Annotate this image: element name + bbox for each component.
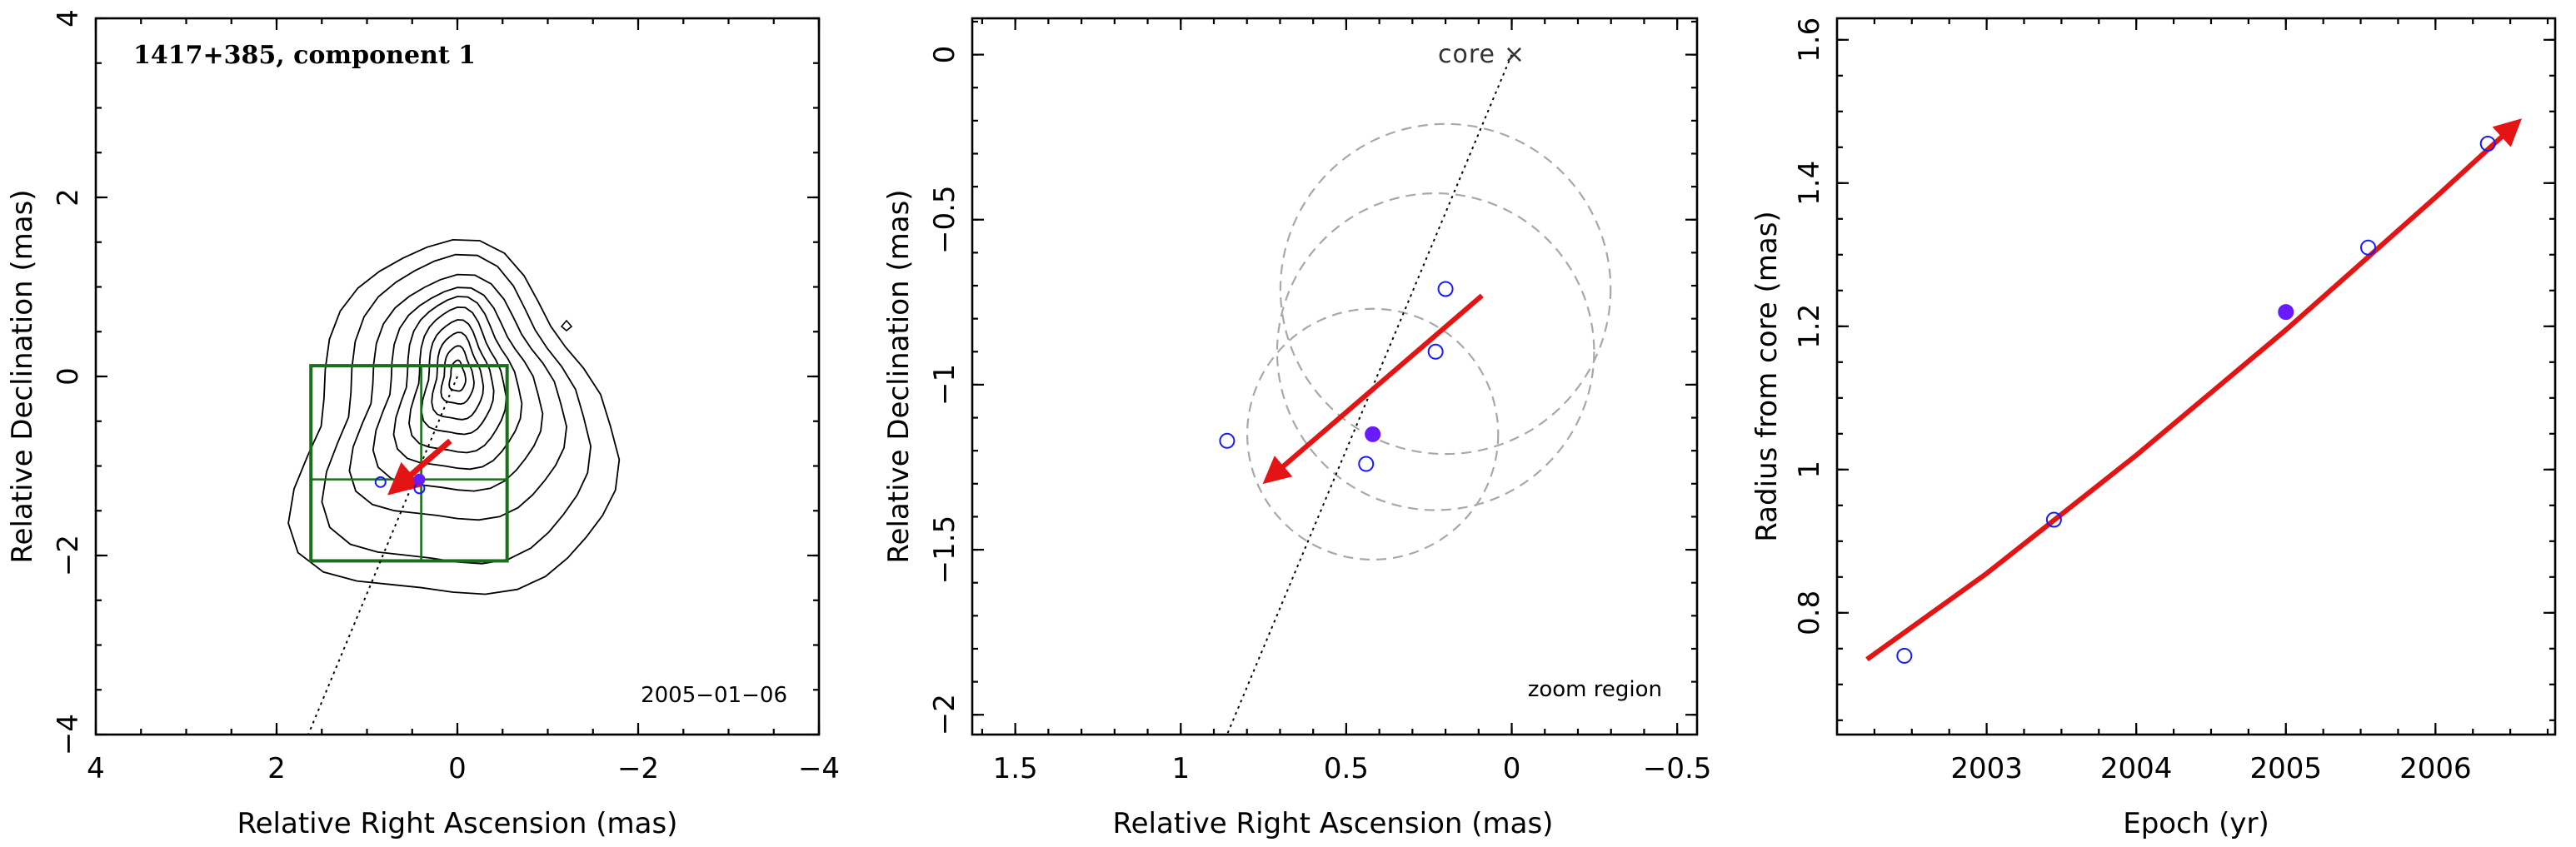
y-tick-label: 1.6 bbox=[1793, 17, 1826, 62]
x-tick-label: 1 bbox=[1171, 752, 1190, 785]
open-point bbox=[1439, 282, 1453, 296]
panel-left: 4 2 0 −2 −4 −4 −2 0 2 4 1417+385, component 1 200… bbox=[6, 9, 840, 840]
contour bbox=[441, 346, 474, 404]
ticks-right: 2003 2004 2005 2006 0.8 1 1.2 1.4 1.6 bbox=[1793, 17, 2555, 785]
filled-point bbox=[1365, 427, 1380, 441]
y-tick-label: −4 bbox=[52, 714, 85, 755]
y-tick-label: 1 bbox=[1793, 461, 1826, 479]
filled-point bbox=[2279, 305, 2293, 319]
plot-frame-middle bbox=[972, 18, 1697, 735]
contour bbox=[322, 255, 591, 564]
x-tick-label: 2 bbox=[267, 752, 286, 785]
component-points bbox=[1220, 282, 1452, 471]
x-tick-label: 0 bbox=[1503, 752, 1521, 785]
core-label: core bbox=[1438, 40, 1495, 69]
contour bbox=[373, 287, 543, 491]
x-axis-label-right: Epoch (yr) bbox=[2123, 807, 2269, 840]
y-tick-label: 0 bbox=[52, 367, 85, 386]
ticks-middle: 1.5 1 0.5 0 −0.5 −2 −1.5 −1 −0.5 0 bbox=[928, 18, 1711, 785]
x-axis-label-left: Relative Right Ascension (mas) bbox=[237, 807, 678, 840]
x-tick-label: −0.5 bbox=[1643, 752, 1712, 785]
x-tick-label: 2005 bbox=[2249, 752, 2322, 785]
contour bbox=[394, 296, 522, 469]
y-axis-label-middle: Relative Declination (mas) bbox=[882, 189, 916, 563]
open-point bbox=[1359, 457, 1373, 471]
y-tick-label: −2 bbox=[52, 535, 85, 576]
y-tick-label: −1.5 bbox=[928, 516, 961, 585]
x-tick-label: −4 bbox=[798, 752, 840, 785]
zoom-box bbox=[311, 366, 507, 561]
y-tick-label: 1.2 bbox=[1793, 304, 1826, 349]
y-tick-label: −1 bbox=[928, 364, 961, 406]
x-tick-label: 0 bbox=[448, 752, 467, 785]
filled-point bbox=[414, 475, 424, 485]
y-tick-label: −2 bbox=[928, 694, 961, 735]
radius-points bbox=[1897, 137, 2494, 663]
panel-right: 2003 2004 2005 2006 0.8 1 1.2 1.4 1.6 Epoch (yr)… bbox=[1750, 17, 2555, 840]
y-tick-label: 0 bbox=[928, 46, 961, 64]
contour bbox=[349, 275, 567, 521]
motion-arrow bbox=[1267, 296, 1482, 481]
y-tick-label: 0.8 bbox=[1793, 590, 1826, 635]
zoom-region-label: zoom region bbox=[1528, 677, 1662, 702]
x-tick-label: 2006 bbox=[2399, 752, 2472, 785]
open-point bbox=[1220, 434, 1234, 448]
x-tick-label: −2 bbox=[617, 752, 659, 785]
open-point bbox=[1429, 345, 1443, 359]
open-point bbox=[1897, 649, 1911, 663]
y-tick-label: 1.4 bbox=[1793, 161, 1826, 206]
x-tick-label: 2003 bbox=[1950, 752, 2023, 785]
y-tick-label: 4 bbox=[52, 9, 85, 27]
zoom-box-outline bbox=[311, 366, 507, 561]
x-tick-label: 4 bbox=[87, 752, 105, 785]
x-tick-label: 2004 bbox=[2100, 752, 2173, 785]
ticks-left: 4 2 0 −2 −4 −4 −2 0 2 4 bbox=[52, 9, 840, 785]
y-tick-label: −0.5 bbox=[928, 185, 961, 254]
plot-frame-right bbox=[1837, 18, 2555, 735]
y-axis-label-right: Radius from core (mas) bbox=[1750, 211, 1784, 541]
epoch-label: 2005−01−06 bbox=[641, 683, 787, 708]
panel-middle: 1.5 1 0.5 0 −0.5 −2 −1.5 −1 −0.5 0 core × zoom re… bbox=[882, 18, 1711, 840]
contour bbox=[562, 321, 572, 331]
error-circle bbox=[1277, 193, 1594, 510]
x-axis-label-middle: Relative Right Ascension (mas) bbox=[1113, 807, 1554, 840]
plot-title: 1417+385, component 1 bbox=[133, 41, 476, 70]
y-axis-label-left: Relative Declination (mas) bbox=[6, 189, 39, 563]
error-circle bbox=[1281, 124, 1610, 454]
fit-curve bbox=[1867, 122, 2518, 660]
open-point bbox=[2361, 241, 2375, 255]
figure: 4 2 0 −2 −4 −4 −2 0 2 4 1417+385, component 1 200… bbox=[0, 0, 2576, 847]
x-tick-label: 0.5 bbox=[1324, 752, 1369, 785]
x-tick-label: 1.5 bbox=[993, 752, 1038, 785]
core-marker: × bbox=[1504, 40, 1525, 69]
contour-map bbox=[288, 240, 619, 595]
contour bbox=[288, 240, 619, 595]
y-tick-label: 2 bbox=[52, 188, 85, 207]
